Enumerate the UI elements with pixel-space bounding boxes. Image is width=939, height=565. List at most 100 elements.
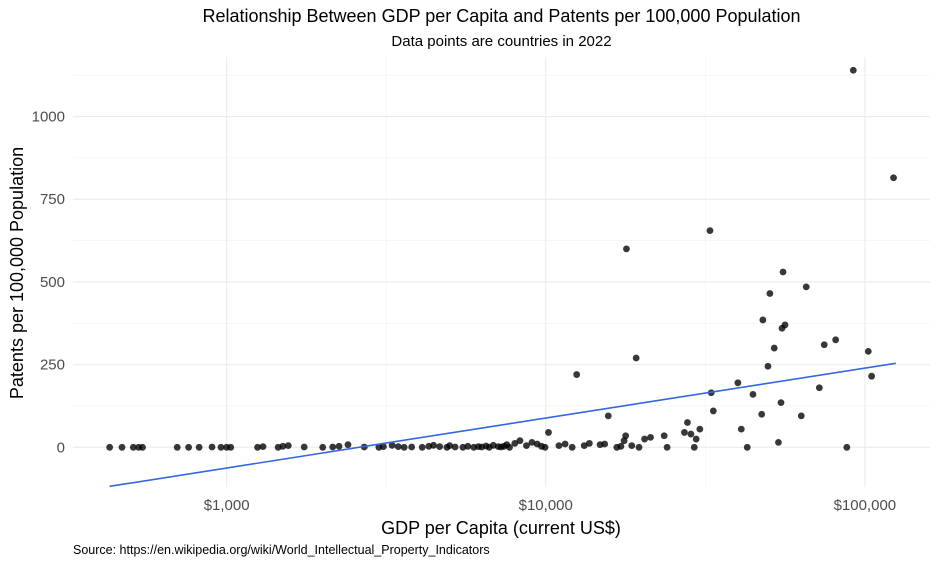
data-point — [734, 379, 742, 387]
data-point — [259, 443, 267, 451]
data-point — [690, 443, 698, 451]
data-point — [628, 442, 636, 450]
data-point — [279, 442, 287, 450]
data-point — [781, 321, 789, 329]
data-point — [561, 440, 569, 448]
data-point — [681, 429, 688, 436]
data-point — [555, 442, 563, 450]
data-point — [446, 442, 454, 450]
data-point — [706, 227, 714, 235]
trend-line — [109, 362, 896, 488]
data-point — [418, 443, 426, 451]
y-tick-label: 250 — [40, 357, 65, 374]
data-point — [217, 443, 225, 451]
data-point — [208, 443, 216, 451]
data-point — [797, 412, 805, 420]
data-point — [464, 442, 472, 450]
data-point — [329, 443, 337, 451]
data-point — [545, 429, 552, 436]
data-point — [849, 66, 857, 74]
data-point — [696, 425, 704, 433]
chart-title: Relationship Between GDP per Capita and … — [202, 6, 801, 26]
y-tick-label: 500 — [40, 274, 65, 291]
data-point — [660, 432, 668, 440]
data-point — [185, 443, 193, 451]
y-tick-label: 1000 — [32, 109, 65, 126]
major-gridlines — [73, 57, 930, 487]
data-point — [617, 442, 625, 450]
data-point — [506, 443, 513, 451]
data-point — [775, 438, 782, 446]
data-point — [635, 443, 643, 451]
data-point — [770, 344, 778, 352]
minor-gridlines — [73, 57, 930, 487]
data-point — [604, 412, 612, 420]
data-point — [585, 439, 593, 447]
data-point — [568, 443, 576, 451]
data-point — [227, 443, 235, 451]
data-point — [284, 442, 292, 450]
data-point — [632, 354, 640, 362]
data-point — [749, 390, 757, 398]
data-point — [601, 440, 609, 448]
data-point — [890, 174, 897, 182]
data-point — [692, 435, 700, 443]
data-point — [511, 439, 519, 447]
data-point — [573, 371, 581, 378]
data-point — [864, 347, 872, 355]
data-point — [758, 410, 766, 418]
data-point — [815, 384, 823, 392]
data-point — [779, 268, 787, 276]
data-point — [832, 336, 840, 344]
data-point — [709, 407, 717, 415]
y-axis-tick-labels: 0 250 500 750 1000 — [32, 109, 65, 457]
data-point — [319, 443, 327, 451]
data-point — [430, 441, 437, 449]
data-point — [764, 362, 772, 370]
data-point — [129, 443, 137, 451]
data-point — [743, 443, 751, 451]
data-point — [766, 290, 774, 297]
data-point — [451, 443, 459, 451]
data-point — [380, 443, 387, 451]
data-point — [388, 441, 396, 449]
data-points — [106, 66, 897, 451]
data-point — [541, 443, 549, 451]
data-point — [737, 425, 745, 433]
data-point — [436, 443, 444, 451]
data-point — [139, 443, 146, 451]
data-point — [777, 399, 785, 407]
data-point — [408, 443, 416, 451]
y-tick-label: 0 — [57, 439, 65, 456]
data-point — [118, 443, 126, 451]
data-point — [641, 435, 648, 443]
data-point — [647, 433, 654, 441]
data-point — [335, 442, 343, 450]
source-caption: Source: https://en.wikipedia.org/wiki/Wo… — [73, 543, 490, 557]
data-point — [528, 438, 536, 446]
data-point — [622, 432, 630, 440]
data-point — [516, 437, 524, 445]
data-point — [623, 245, 630, 253]
data-point — [106, 443, 114, 451]
data-point — [843, 443, 851, 451]
data-point — [868, 372, 876, 380]
x-axis-tick-labels: $1,000 $10,000 $100,000 — [204, 497, 896, 514]
data-point — [394, 443, 402, 451]
chart-subtitle: Data points are countries in 2022 — [391, 33, 612, 50]
data-point — [173, 443, 181, 451]
data-point — [344, 441, 352, 449]
x-tick-label: $1,000 — [204, 497, 250, 514]
data-point — [802, 283, 810, 291]
trend-line-group — [109, 362, 896, 488]
data-point — [580, 442, 588, 450]
x-tick-label: $10,000 — [519, 497, 573, 514]
data-point — [687, 430, 695, 438]
data-point — [254, 443, 261, 451]
y-axis-title: Patents per 100,000 Population — [7, 147, 27, 399]
data-point — [820, 341, 828, 349]
data-point — [684, 419, 691, 426]
data-point — [663, 443, 671, 451]
data-point — [195, 443, 203, 451]
